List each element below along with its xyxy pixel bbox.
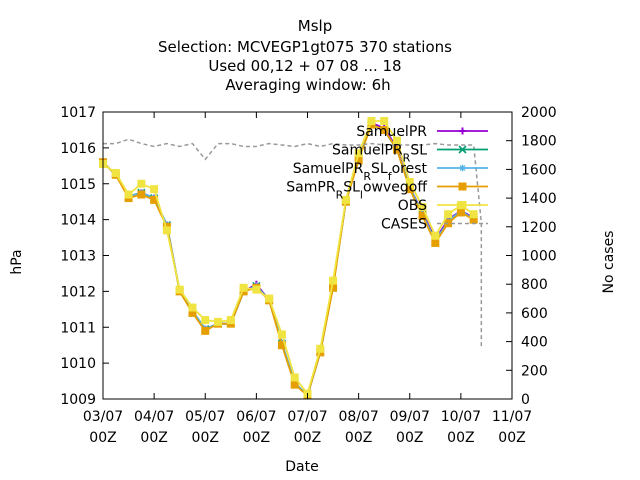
x-tick-label-time: 00Z: [447, 430, 474, 446]
y-axis-label: hPa: [9, 249, 25, 274]
data-point-obs: [341, 195, 350, 204]
x-tick-label: 10/07: [441, 409, 481, 425]
data-point-obs: [226, 316, 235, 325]
data-point-obs: [175, 285, 184, 294]
data-point-obs: [367, 116, 376, 125]
x-tick-label: 08/07: [338, 409, 378, 425]
legend-marker-samuelpr-rsl: [458, 145, 467, 154]
chart-subtitle-used: Used 00,12 + 07 08 ... 18: [208, 57, 401, 75]
y2-tick-label: 1600: [521, 162, 557, 178]
y2-tick-label: 1200: [521, 220, 557, 236]
data-point-obs: [150, 185, 159, 194]
data-point-obs: [329, 276, 338, 285]
data-point-sampr-rsl-lowvegoff: [431, 238, 440, 247]
data-point-sampr-rsl-lowvegoff: [201, 326, 210, 335]
series-layer: [98, 116, 483, 400]
x-tick-label-time: 00Z: [140, 430, 167, 446]
y-tick-label: 1017: [60, 105, 96, 121]
chart-subtitle-selection: Selection: MCVEGP1gt075 370 stations: [158, 38, 452, 56]
y-tick-label: 1011: [60, 320, 96, 336]
y2-tick-label: 400: [521, 335, 548, 351]
data-point-sampr-rsl-lowvegoff: [290, 380, 299, 389]
y2-tick-label: 1400: [521, 191, 557, 207]
legend-label-cases: CASES: [381, 217, 427, 233]
legend-marker-sampr-rsl-lowvegoff: [458, 182, 467, 191]
y2-tick-label: 800: [521, 277, 548, 293]
data-point-obs: [316, 344, 325, 353]
legend-label-sampr-rsl-lowvegoff: SamPRRSLlowvegoff: [286, 180, 427, 202]
x-tick-label: 03/07: [83, 409, 123, 425]
x-tick-label-time: 00Z: [396, 430, 423, 446]
x-tick-label-time: 00Z: [192, 430, 219, 446]
legend-marker-samuelpr: [459, 127, 466, 135]
data-point-obs: [405, 177, 414, 186]
y-tick-label: 1009: [60, 392, 96, 408]
data-point-sampr-rsl-lowvegoff: [137, 190, 146, 199]
data-point-obs: [431, 231, 440, 240]
x-axis-label: Date: [285, 459, 318, 475]
legend-marker-obs: [458, 201, 467, 209]
data-point-obs: [290, 373, 299, 382]
plot-frame: [102, 111, 513, 400]
data-point-obs: [137, 179, 146, 188]
data-point-obs: [162, 226, 171, 235]
data-point-obs: [418, 203, 427, 212]
y2-tick-label: 200: [521, 363, 548, 379]
data-point-obs: [354, 149, 363, 158]
x-tick-label-time: 00Z: [345, 430, 372, 446]
data-point-obs: [469, 210, 478, 219]
x-tick-label-time: 00Z: [243, 430, 270, 446]
y2-tick-label: 2000: [521, 105, 557, 121]
data-point-obs: [277, 330, 286, 339]
x-tick-label: 05/07: [185, 409, 225, 425]
legend-label-obs: OBS: [398, 198, 427, 214]
data-point-obs: [392, 136, 401, 145]
chart-subtitle-window: Averaging window: 6h: [225, 76, 390, 94]
legend-label-samuelpr: SamuelPR: [356, 124, 427, 140]
x-tick-label-time: 00Z: [498, 430, 525, 446]
data-point-obs: [111, 168, 120, 177]
chart-title: Mslp: [298, 17, 332, 35]
y2-tick-label: 0: [521, 392, 530, 408]
data-point-obs: [444, 210, 453, 219]
data-point-obs: [380, 116, 389, 125]
x-tick-label-time: 00Z: [89, 430, 116, 446]
data-point-obs: [201, 316, 210, 325]
x-tick-label-time: 00Z: [294, 430, 321, 446]
data-point-obs: [188, 303, 197, 312]
data-point-obs: [265, 294, 274, 303]
y2-tick-label: 600: [521, 306, 548, 322]
x-tick-label: 11/07: [492, 409, 532, 425]
legend-label-samuelpr-rsl-forest: SamuelPRRSLforest: [293, 161, 428, 183]
legend-marker-samuelpr-rsl-forest: [459, 164, 466, 172]
x-tick-label: 09/07: [390, 409, 430, 425]
y-tick-label: 1015: [60, 177, 96, 193]
x-tick-label: 06/07: [236, 409, 276, 425]
legend: SamuelPR SamuelPRRSLSamuelPRRSLforestSamP…: [286, 124, 488, 233]
y-tick-label: 1013: [60, 249, 96, 265]
y2-axis-label: No cases: [601, 231, 617, 294]
legend-label-samuelpr-rsl: SamuelPRRSL: [332, 143, 427, 165]
y-tick-label: 1010: [60, 356, 96, 372]
y2-tick-label: 1800: [521, 134, 557, 150]
data-point-sampr-rsl-lowvegoff: [456, 208, 465, 217]
data-point-sampr-rsl-lowvegoff: [380, 125, 389, 134]
y2-tick-label: 1000: [521, 249, 557, 265]
x-tick-label: 04/07: [134, 409, 174, 425]
x-tick-label: 07/07: [287, 409, 327, 425]
axes-layer: 03/07 00Z 04/07 00Z 05/07 00Z 06/07 00Z 07/07 00Z…: [60, 105, 556, 446]
y-tick-label: 1014: [60, 213, 96, 229]
series-line-obs: [102, 120, 475, 396]
y-tick-label: 1016: [60, 141, 96, 157]
data-point-obs: [214, 317, 223, 326]
data-point-obs: [239, 283, 248, 292]
data-point-obs: [124, 190, 133, 199]
y-tick-label: 1012: [60, 284, 96, 300]
data-point-obs: [252, 285, 261, 294]
